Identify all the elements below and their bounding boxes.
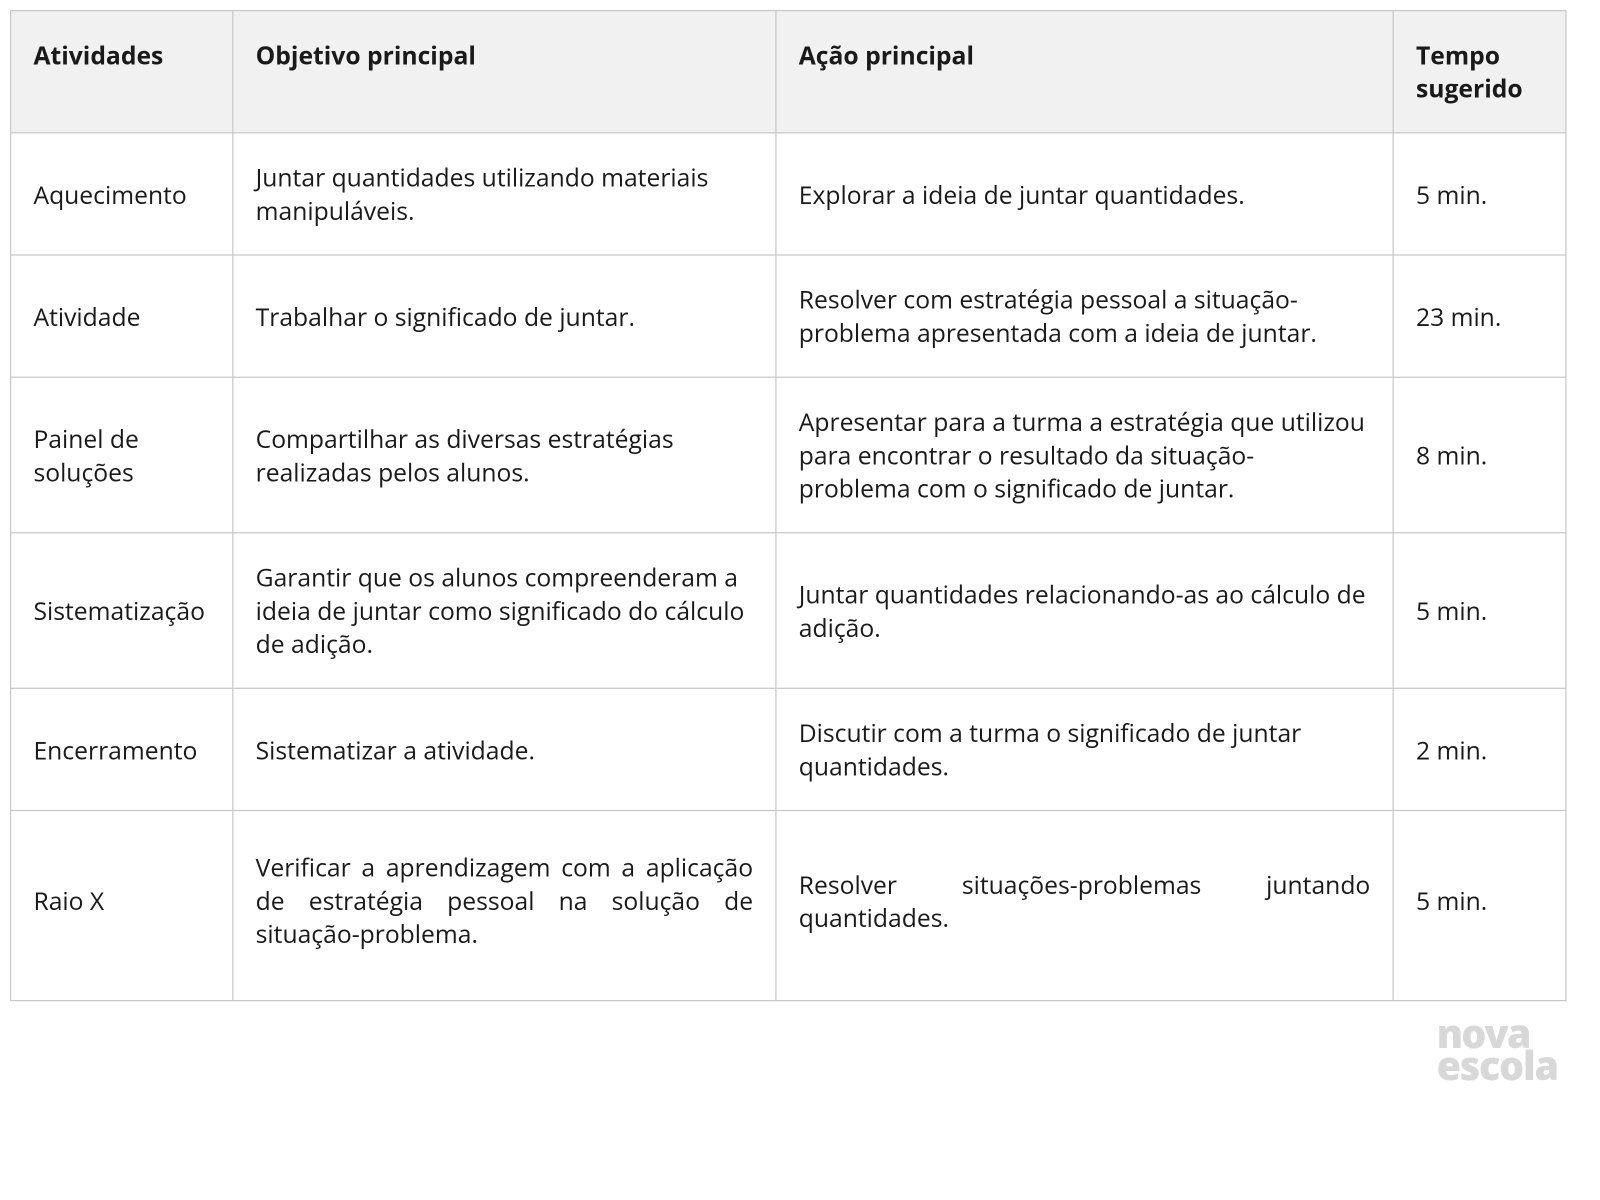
cell-tempo: 2 min. bbox=[1393, 688, 1566, 810]
col-acao: Ação principal bbox=[776, 11, 1393, 133]
cell-atividade: Atividade bbox=[11, 255, 233, 377]
cell-acao: Apresentar para a turma a estratégia que… bbox=[776, 377, 1393, 533]
cell-tempo: 8 min. bbox=[1393, 377, 1566, 533]
cell-acao: Discutir com a turma o significado de ju… bbox=[776, 688, 1393, 810]
cell-tempo: 5 min. bbox=[1393, 810, 1566, 1000]
cell-atividade: Painel de soluções bbox=[11, 377, 233, 533]
col-atividades: Atividades bbox=[11, 11, 233, 133]
table-row: SistematizaçãoGarantir que os alunos com… bbox=[11, 533, 1566, 689]
activities-table: Atividades Objetivo principal Ação princ… bbox=[10, 10, 1567, 1001]
cell-tempo: 5 min. bbox=[1393, 133, 1566, 255]
cell-atividade: Sistematização bbox=[11, 533, 233, 689]
cell-atividade: Encerramento bbox=[11, 688, 233, 810]
nova-escola-logo: nova escola bbox=[1437, 1018, 1558, 1083]
cell-acao: Explorar a ideia de juntar quantidades. bbox=[776, 133, 1393, 255]
cell-tempo: 5 min. bbox=[1393, 533, 1566, 689]
table-row: Painel de soluçõesCompartilhar as divers… bbox=[11, 377, 1566, 533]
cell-objetivo: Juntar quantidades utilizando materiais … bbox=[233, 133, 776, 255]
cell-atividade: Aquecimento bbox=[11, 133, 233, 255]
cell-acao: Resolver situações-problemas juntando qu… bbox=[776, 810, 1393, 1000]
footer-logo-wrap: nova escola bbox=[10, 1001, 1565, 1086]
cell-tempo: 23 min. bbox=[1393, 255, 1566, 377]
cell-objetivo: Verificar a aprendizagem com a aplicação… bbox=[233, 810, 776, 1000]
cell-acao: Juntar quantidades relacionando-as ao cá… bbox=[776, 533, 1393, 689]
cell-atividade: Raio X bbox=[11, 810, 233, 1000]
logo-line2: escola bbox=[1437, 1040, 1558, 1093]
cell-objetivo: Trabalhar o significado de juntar. bbox=[233, 255, 776, 377]
cell-objetivo: Sistematizar a atividade. bbox=[233, 688, 776, 810]
cell-acao: Resolver com estratégia pessoal a situaç… bbox=[776, 255, 1393, 377]
table-row: Raio XVerificar a aprendizagem com a apl… bbox=[11, 810, 1566, 1000]
col-objetivo: Objetivo principal bbox=[233, 11, 776, 133]
cell-objetivo: Compartilhar as diversas estratégias rea… bbox=[233, 377, 776, 533]
table-row: EncerramentoSistematizar a atividade.Dis… bbox=[11, 688, 1566, 810]
cell-objetivo: Garantir que os alunos compreenderam a i… bbox=[233, 533, 776, 689]
table-row: AtividadeTrabalhar o significado de junt… bbox=[11, 255, 1566, 377]
col-tempo: Tempo sugerido bbox=[1393, 11, 1566, 133]
table-header-row: Atividades Objetivo principal Ação princ… bbox=[11, 11, 1566, 133]
table-row: AquecimentoJuntar quantidades utilizando… bbox=[11, 133, 1566, 255]
